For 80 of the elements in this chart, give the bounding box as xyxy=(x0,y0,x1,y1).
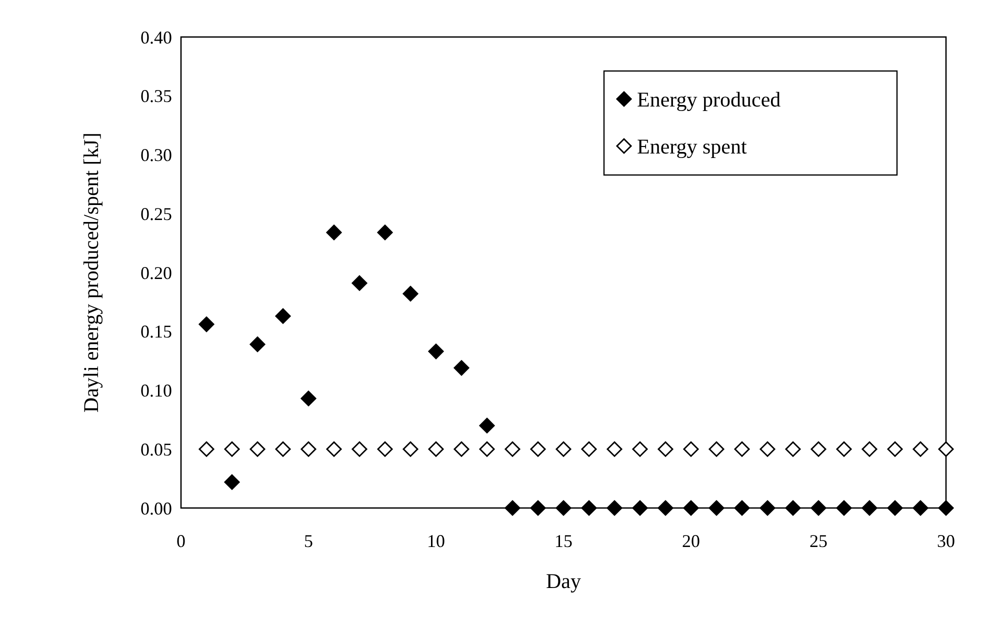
point xyxy=(454,360,470,376)
point xyxy=(479,441,495,457)
x-tick-label: 5 xyxy=(304,531,313,551)
x-tick-label: 10 xyxy=(427,531,445,551)
point xyxy=(402,286,418,302)
point xyxy=(632,500,648,516)
point xyxy=(708,441,724,457)
point xyxy=(938,500,954,516)
point xyxy=(581,500,597,516)
point xyxy=(760,500,776,516)
point xyxy=(504,441,520,457)
point xyxy=(556,441,572,457)
x-tick-label: 15 xyxy=(554,531,572,551)
point xyxy=(250,336,266,352)
point xyxy=(326,224,342,240)
point xyxy=(352,441,368,457)
point xyxy=(760,441,776,457)
y-tick-label: 0.25 xyxy=(140,204,172,224)
point xyxy=(275,308,291,324)
point xyxy=(581,441,597,457)
point xyxy=(810,500,826,516)
point xyxy=(530,500,546,516)
point xyxy=(836,500,852,516)
point xyxy=(887,500,903,516)
y-tick-label: 0.35 xyxy=(140,86,172,106)
x-tick-label: 0 xyxy=(176,531,186,551)
point xyxy=(377,441,393,457)
point xyxy=(224,474,240,490)
point xyxy=(938,441,954,457)
point xyxy=(912,500,928,516)
x-axis-title: Day xyxy=(546,569,582,593)
y-tick-label: 0.15 xyxy=(140,322,172,342)
y-tick-label: 0.30 xyxy=(140,145,172,166)
point xyxy=(810,441,826,457)
legend-label: Energy produced xyxy=(637,87,782,112)
point xyxy=(606,441,622,457)
point xyxy=(836,441,852,457)
point xyxy=(734,441,750,457)
y-tick-label: 0.00 xyxy=(140,498,172,518)
point xyxy=(708,500,724,516)
point xyxy=(198,441,214,457)
y-tick-label: 0.10 xyxy=(140,380,172,401)
point xyxy=(300,441,316,457)
point xyxy=(275,441,291,457)
legend-label: Energy spent xyxy=(637,134,748,158)
point xyxy=(352,275,368,291)
point xyxy=(479,418,495,434)
point xyxy=(658,441,674,457)
point xyxy=(658,500,674,516)
point xyxy=(530,441,546,457)
point xyxy=(377,224,393,240)
point xyxy=(556,500,572,516)
y-axis-title: Dayli energy produced/spent [kJ] xyxy=(79,132,103,413)
point xyxy=(632,441,648,457)
x-tick-label: 30 xyxy=(937,531,955,551)
x-tick-label: 20 xyxy=(682,531,700,551)
point xyxy=(402,441,418,457)
point xyxy=(785,500,801,516)
point xyxy=(428,441,444,457)
point xyxy=(912,441,928,457)
point xyxy=(504,500,520,516)
point xyxy=(198,316,214,332)
point xyxy=(454,441,470,457)
point xyxy=(606,500,622,516)
point xyxy=(862,441,878,457)
point xyxy=(887,441,903,457)
point xyxy=(224,441,240,457)
point xyxy=(683,441,699,457)
point xyxy=(428,344,444,360)
point xyxy=(785,441,801,457)
y-tick-label: 0.05 xyxy=(140,439,172,460)
x-tick-label: 25 xyxy=(810,531,828,551)
point xyxy=(250,441,266,457)
point xyxy=(862,500,878,516)
y-tick-label: 0.40 xyxy=(140,27,172,48)
point xyxy=(683,500,699,516)
point xyxy=(300,390,316,406)
y-tick-label: 0.20 xyxy=(140,262,172,283)
point xyxy=(734,500,750,516)
point xyxy=(326,441,342,457)
